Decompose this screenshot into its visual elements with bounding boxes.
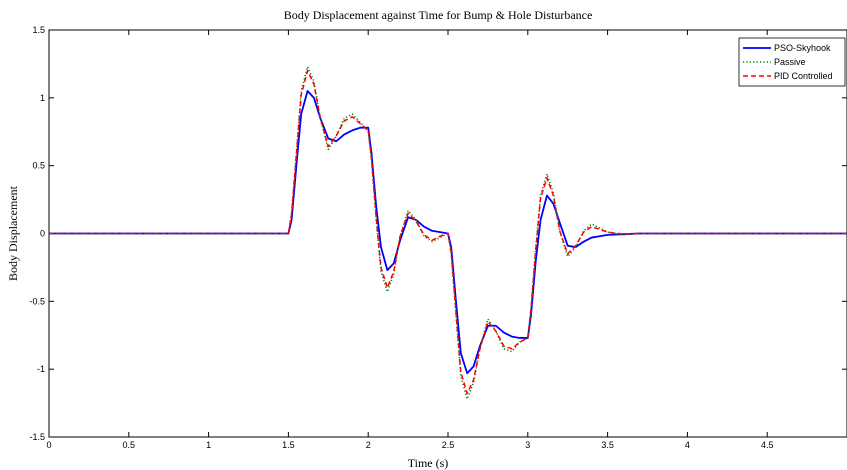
x-axis-tick-labels: 0 0.5 1 1.5 2 2.5 3 3.5 4 4.5 <box>46 440 773 450</box>
legend: PSO-Skyhook Passive PID Controlled <box>738 37 846 87</box>
legend-label: PSO-Skyhook <box>774 43 831 53</box>
x-tick-label: 2.5 <box>442 440 455 450</box>
x-tick-label: 0.5 <box>123 440 136 450</box>
x-tick-label: 4.5 <box>761 440 774 450</box>
y-tick-label: -0.5 <box>29 296 45 306</box>
series-lines <box>49 65 847 400</box>
chart-title: Body Displacement against Time for Bump … <box>284 8 593 22</box>
x-tick-label: 2 <box>366 440 371 450</box>
series-line-pid-controlled <box>49 69 847 395</box>
x-axis-label: Time (s) <box>408 456 449 470</box>
legend-label: PID Controlled <box>774 71 833 81</box>
x-tick-label: 1.5 <box>282 440 295 450</box>
y-tick-label: -1 <box>37 364 45 374</box>
legend-entries: PSO-Skyhook Passive PID Controlled <box>743 43 833 81</box>
series-line-passive <box>49 65 847 400</box>
y-tick-label: 1.5 <box>32 25 45 35</box>
x-tick-label: 3.5 <box>601 440 614 450</box>
x-tick-label: 4 <box>685 440 690 450</box>
x-tick-label: 3 <box>525 440 530 450</box>
y-tick-label: 0 <box>40 229 45 239</box>
x-tick-label: 1 <box>206 440 211 450</box>
y-tick-label: -1.5 <box>29 432 45 442</box>
y-axis-tick-labels: -1.5 -1 -0.5 0 0.5 1 1.5 <box>29 25 45 442</box>
x-tick-label: 0 <box>46 440 51 450</box>
y-axis-label: Body Displacement <box>6 185 20 281</box>
axis-ticks <box>48 29 847 438</box>
legend-label: Passive <box>774 57 806 67</box>
plot-area <box>48 29 847 438</box>
y-tick-label: 0.5 <box>32 161 45 171</box>
y-tick-label: 1 <box>40 93 45 103</box>
